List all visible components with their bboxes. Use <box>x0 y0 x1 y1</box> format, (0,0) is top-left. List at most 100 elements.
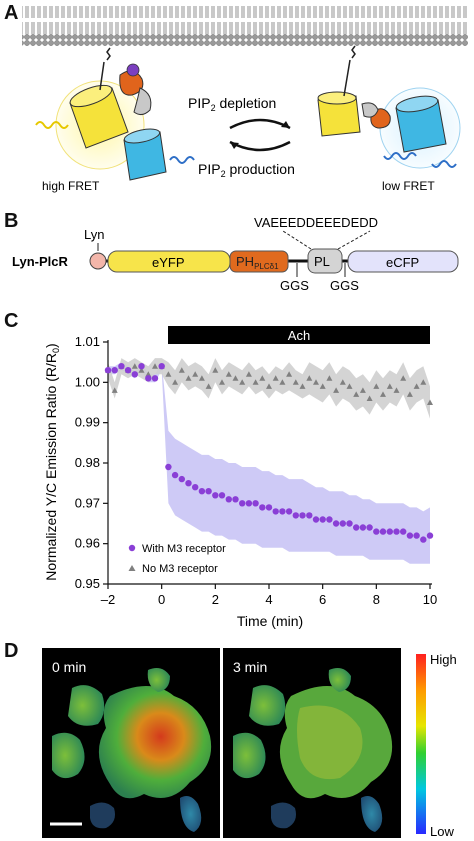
data-point-with-m3 <box>212 492 219 499</box>
data-point-with-m3 <box>245 500 253 507</box>
data-point-with-m3 <box>285 508 293 515</box>
legend-label-no-m3: No M3 receptor <box>142 563 218 575</box>
cell-image-0min: 0 min <box>42 648 220 838</box>
data-point-with-m3 <box>359 524 367 531</box>
legend-marker-no-m3 <box>128 565 136 571</box>
data-point-no-m3 <box>353 391 360 397</box>
data-point-with-m3 <box>326 516 333 523</box>
data-point-with-m3 <box>178 475 185 483</box>
data-point-no-m3 <box>406 391 413 397</box>
legend-label-with-m3: With M3 receptor <box>142 543 226 555</box>
data-point-with-m3 <box>312 516 320 523</box>
lyn-anchor-right <box>343 45 356 97</box>
x-tick-label: 8 <box>373 592 380 607</box>
svg-text:PHPLCδ1: PHPLCδ1 <box>236 254 279 271</box>
production-arrow <box>229 140 291 152</box>
x-tick-label: 2 <box>212 592 219 607</box>
data-point-with-m3 <box>272 508 279 515</box>
data-point-no-m3 <box>359 387 366 393</box>
data-point-with-m3 <box>279 508 286 515</box>
cfp-excitation-wave-right <box>431 160 457 168</box>
data-point-with-m3 <box>393 528 400 535</box>
data-point-with-m3 <box>373 528 380 535</box>
data-point-with-m3 <box>165 463 172 471</box>
data-point-with-m3 <box>413 532 420 539</box>
svg-text:eYFP: eYFP <box>152 255 185 270</box>
data-point-no-m3 <box>333 387 340 393</box>
data-point-with-m3 <box>339 520 346 527</box>
data-point-with-m3 <box>299 512 306 519</box>
pl-linker-left <box>133 87 152 116</box>
data-point-no-m3 <box>225 371 232 377</box>
data-point-with-m3 <box>198 488 206 495</box>
ach-bar <box>168 326 430 344</box>
data-point-with-m3 <box>239 500 246 507</box>
high-fret-label: high FRET <box>42 179 100 193</box>
construct-name: Lyn-PlcR <box>12 254 68 269</box>
data-point-with-m3 <box>292 512 299 519</box>
data-point-with-m3 <box>131 371 138 378</box>
data-point-with-m3 <box>400 528 407 535</box>
data-point-with-m3 <box>420 536 427 543</box>
x-axis-label: Time (min) <box>237 613 303 629</box>
data-point-with-m3 <box>353 524 360 531</box>
y-tick-label: 0.95 <box>75 576 100 591</box>
panel-d-letter: D <box>4 640 19 662</box>
svg-text:eCFP: eCFP <box>386 255 419 270</box>
data-point-no-m3 <box>339 379 346 385</box>
panel-c-letter: C <box>4 310 19 332</box>
data-point-with-m3 <box>151 375 159 382</box>
panel-a-letter: A <box>4 2 19 24</box>
data-point-no-m3 <box>366 395 373 401</box>
data-point-with-m3 <box>406 532 414 539</box>
panel-b-letter: B <box>4 210 19 232</box>
data-point-no-m3 <box>326 375 333 381</box>
legend-marker-with-m3 <box>128 544 136 552</box>
data-point-no-m3 <box>172 379 179 385</box>
cfp-emission-wave <box>383 152 417 160</box>
lyn-domain <box>89 252 107 270</box>
data-point-no-m3 <box>266 383 272 389</box>
data-point-with-m3 <box>104 367 112 374</box>
data-point-no-m3 <box>413 383 420 389</box>
data-point-no-m3 <box>427 399 433 405</box>
pip2-depletion-label: PIP2 depletion <box>188 95 276 113</box>
pip2-production-label: PIP2 production <box>198 161 295 179</box>
color-scale-high: High <box>430 652 457 667</box>
pl-linker-right <box>361 102 379 118</box>
data-point-with-m3 <box>306 512 313 519</box>
data-point-no-m3 <box>205 383 212 389</box>
data-point-with-m3 <box>426 532 434 539</box>
data-point-no-m3 <box>346 383 353 389</box>
data-point-with-m3 <box>185 480 192 487</box>
lyn-anchor-left <box>99 47 111 91</box>
data-point-with-m3 <box>379 528 387 535</box>
lyn-label: Lyn <box>84 227 104 242</box>
ggs-label-2: GGS <box>330 278 359 293</box>
data-point-with-m3 <box>265 504 273 511</box>
data-point-no-m3 <box>319 383 326 389</box>
low-fret-label: low FRET <box>382 179 435 193</box>
ph-domain <box>229 250 289 273</box>
data-point-with-m3 <box>171 471 179 479</box>
data-point-with-m3 <box>138 363 145 370</box>
ecfp-domain <box>347 250 459 273</box>
data-point-no-m3 <box>386 383 393 389</box>
data-point-no-m3 <box>131 363 138 369</box>
data-point-with-m3 <box>232 496 239 503</box>
depletion-arrow <box>229 118 291 130</box>
data-point-no-m3 <box>219 379 225 385</box>
data-point-with-m3 <box>218 492 226 499</box>
membrane <box>22 6 468 46</box>
panel-b-construct: Lyn Lyn-PlcR eYFP PHPLCδ1 PL eCFP VAEEED… <box>12 215 459 293</box>
cfp-excitation-wave-left <box>169 156 195 164</box>
data-point-no-m3 <box>152 363 158 369</box>
data-point-no-m3 <box>185 375 192 381</box>
cfp-barrel-right <box>395 95 447 153</box>
data-point-with-m3 <box>332 520 340 527</box>
y-axis-label: Normalized Y/C Emission Ratio (R/R0) <box>43 343 61 580</box>
data-point-with-m3 <box>366 524 373 531</box>
data-point-no-m3 <box>299 383 306 389</box>
yfp-barrel-left <box>69 84 129 149</box>
data-point-with-m3 <box>145 375 152 382</box>
